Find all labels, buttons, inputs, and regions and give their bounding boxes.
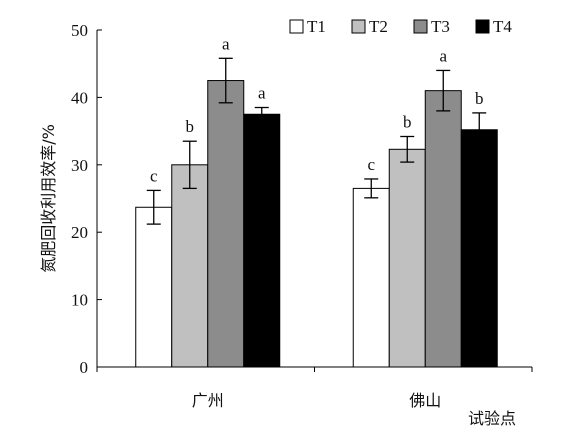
y-tick-label: 20 — [71, 223, 88, 242]
legend-swatch — [351, 19, 366, 34]
legend-swatch — [413, 19, 428, 34]
y-tick-label: 30 — [71, 156, 88, 175]
y-tick-label: 50 — [71, 21, 88, 40]
significance-label: c — [150, 166, 158, 185]
significance-label: b — [403, 112, 412, 131]
bar — [135, 206, 173, 368]
bar — [171, 164, 209, 368]
bar — [388, 148, 426, 368]
significance-label: b — [186, 117, 195, 136]
legend-swatch — [475, 19, 490, 34]
bar — [352, 187, 390, 368]
legend-label: T3 — [431, 17, 450, 36]
axes: 0 10 20 30 40 50 — [71, 21, 533, 377]
significance-label: b — [475, 89, 484, 108]
significance-label: a — [439, 46, 447, 65]
y-axis-title: 氮肥回收利用效率/% — [39, 124, 58, 273]
bar — [243, 113, 281, 368]
bar — [424, 90, 462, 368]
legend: T1 T2 T3 T4 — [289, 17, 512, 36]
x-axis-title: 试验点 — [468, 409, 516, 428]
y-tick-label: 0 — [80, 358, 89, 377]
bar — [460, 129, 498, 368]
bars: 广州 c b a a 佛山 c b a b — [135, 34, 498, 410]
significance-label: a — [222, 34, 230, 53]
category-label: 广州 — [192, 391, 224, 410]
legend-label: T4 — [493, 17, 512, 36]
bar — [207, 80, 245, 368]
y-tick-label: 40 — [71, 88, 88, 107]
significance-label: c — [367, 155, 375, 174]
legend-swatch — [289, 19, 304, 34]
legend-label: T2 — [369, 17, 388, 36]
category-label: 佛山 — [409, 391, 441, 410]
legend-label: T1 — [307, 17, 326, 36]
significance-label: a — [258, 84, 266, 103]
y-tick-label: 10 — [71, 291, 88, 310]
